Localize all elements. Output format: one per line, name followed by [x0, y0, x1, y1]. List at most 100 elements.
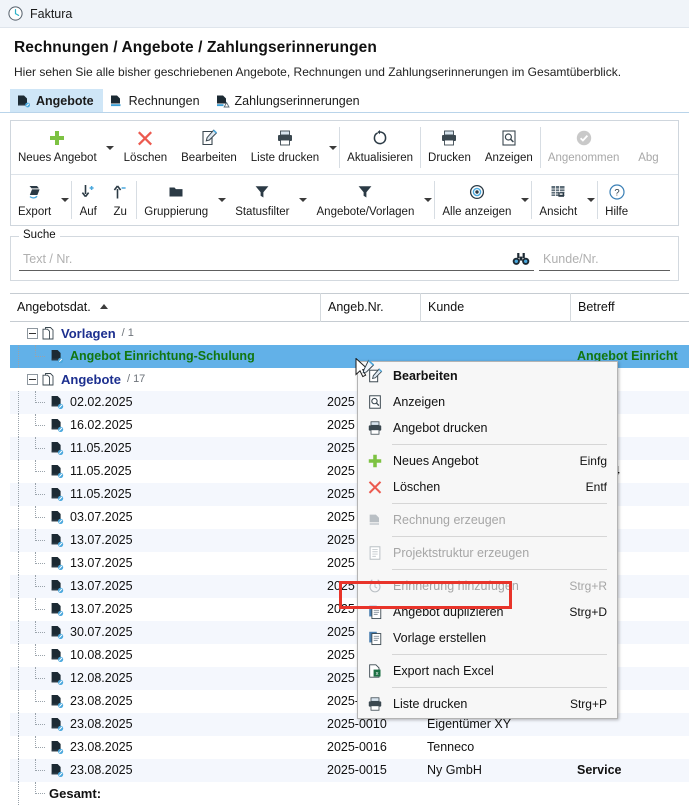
column-header-angebotsdatum[interactable]: Angebotsdat. — [10, 293, 320, 322]
export-button[interactable]: Export — [11, 175, 58, 225]
table-row[interactable]: 16.02.2025 2025 — [10, 414, 689, 437]
statusfilter-dropdown[interactable] — [297, 175, 310, 225]
tree-elbow — [27, 460, 49, 483]
abgelehnt-button[interactable]: Abg — [626, 121, 670, 174]
export-dropdown[interactable] — [58, 175, 71, 225]
column-label: Angeb.Nr. — [328, 300, 384, 314]
menu-separator — [392, 654, 607, 655]
tree-indent — [10, 598, 27, 621]
column-header-kunde[interactable]: Kunde — [420, 293, 570, 322]
table-row[interactable]: 23.08.2025 2025-0016 Tenneco — [10, 736, 689, 759]
table-row[interactable]: 13.07.2025 2025 — [10, 552, 689, 575]
expander-toggle[interactable] — [27, 374, 38, 385]
ansicht-dropdown[interactable] — [584, 175, 597, 225]
context-menu-item[interactable]: Angebot duplizieren Strg+D — [358, 599, 617, 625]
menu-item-shortcut: Entf — [585, 480, 607, 494]
neues-angebot-button[interactable]: Neues Angebot — [11, 121, 104, 174]
search-input[interactable] — [19, 248, 510, 270]
angebote-vorlagen-dropdown[interactable] — [421, 175, 434, 225]
angenommen-button[interactable]: Angenommen — [541, 121, 627, 174]
context-menu-item[interactable]: x Export nach Excel — [358, 658, 617, 684]
offer-doc-icon — [49, 441, 65, 456]
column-header-betreff[interactable]: Betreff — [570, 293, 689, 322]
column-header-angebotnr[interactable]: Angeb.Nr. — [320, 293, 420, 322]
row-cell-betreff: Service — [577, 763, 622, 777]
statusfilter-button[interactable]: Statusfilter — [228, 175, 296, 225]
column-label: Angebotsdat. — [17, 300, 91, 314]
bearbeiten-button[interactable]: Bearbeiten — [174, 121, 244, 174]
context-menu-item[interactable]: Neues Angebot Einfg — [358, 448, 617, 474]
group-count: / 17 — [126, 373, 146, 385]
tree-indent — [10, 575, 27, 598]
offer-doc-icon — [49, 395, 65, 410]
template-icon — [364, 629, 386, 647]
row-cell-nr: 2025 — [327, 648, 355, 662]
ansicht-button[interactable]: Ansicht — [532, 175, 584, 225]
liste-drucken-button[interactable]: Liste drucken — [244, 121, 326, 174]
anzeigen-button[interactable]: Anzeigen — [478, 121, 540, 174]
offer-doc-icon — [49, 671, 65, 686]
alle-anzeigen-dropdown[interactable] — [518, 175, 531, 225]
tab-rechnungen[interactable]: Rechnungen — [103, 89, 209, 112]
row-text: 23.08.2025 — [70, 763, 133, 777]
row-cell-date: 10.08.2025 — [10, 644, 320, 667]
row-text: 23.08.2025 — [70, 717, 133, 731]
expander-toggle[interactable] — [27, 328, 38, 339]
zu-button[interactable]: Zu — [104, 175, 136, 225]
row-text: 03.07.2025 — [70, 510, 133, 524]
menu-item-label: Vorlage erstellen — [393, 631, 487, 645]
binoculars-icon[interactable] — [510, 250, 532, 268]
offer-doc-icon — [49, 349, 65, 364]
loeschen-button[interactable]: Löschen — [117, 121, 174, 174]
drucken-button[interactable]: Drucken — [421, 121, 478, 174]
aktualisieren-button[interactable]: Aktualisieren — [340, 121, 420, 174]
row-cell-date: 13.07.2025 — [10, 598, 320, 621]
button-label: Liste drucken — [250, 152, 320, 164]
customer-search-input[interactable] — [539, 248, 689, 270]
context-menu-item[interactable]: Anzeigen — [358, 389, 617, 415]
table-row[interactable]: 10.08.2025 2025 — [10, 644, 689, 667]
row-text: 30.07.2025 — [70, 625, 133, 639]
menu-item-label: Neues Angebot — [393, 454, 479, 468]
angebote-vorlagen-button[interactable]: Angebote/Vorlagen — [310, 175, 422, 225]
context-menu-item[interactable]: Liste drucken Strg+P — [358, 691, 617, 717]
table-row[interactable]: 03.07.2025 2025 — [10, 506, 689, 529]
context-menu-item[interactable]: Angebot drucken — [358, 415, 617, 441]
context-menu-item[interactable]: Löschen Entf — [358, 474, 617, 500]
row-text: 23.08.2025 — [70, 694, 133, 708]
tab-zahlungserinnerungen[interactable]: Zahlungserinnerungen — [209, 89, 369, 112]
offer-doc-icon — [49, 556, 65, 571]
neues-angebot-dropdown[interactable] — [104, 121, 117, 174]
column-label: Betreff — [578, 300, 615, 314]
table-row[interactable]: 13.07.2025 2025 — [10, 598, 689, 621]
hilfe-button[interactable]: ? Hilfe — [598, 175, 635, 225]
search-text-box[interactable] — [19, 248, 534, 271]
tab-angebote[interactable]: Angebote — [10, 89, 103, 112]
tree-elbow — [27, 529, 49, 552]
search-customer-box[interactable] — [539, 248, 689, 271]
group-cell: Angebote / 17 — [10, 368, 320, 391]
table-view-icon — [549, 181, 567, 203]
menu-item-label: Erinnerung hinzufügen — [393, 579, 519, 593]
context-menu-item[interactable]: Vorlage erstellen — [358, 625, 617, 651]
gruppierung-dropdown[interactable] — [215, 175, 228, 225]
tree-indent — [10, 667, 27, 690]
liste-drucken-dropdown[interactable] — [326, 121, 339, 174]
button-label: Aktualisieren — [347, 152, 414, 164]
gruppierung-button[interactable]: Gruppierung — [137, 175, 215, 225]
row-cell-date: 23.08.2025 — [10, 690, 320, 713]
offer-doc-icon — [49, 717, 65, 732]
clock-icon — [8, 6, 23, 21]
group-row-vorlagen[interactable]: Vorlagen / 1 — [10, 322, 689, 345]
row-cell-nr: 2025 — [327, 441, 355, 455]
ribbon-separator — [539, 127, 541, 168]
printer-icon — [276, 127, 294, 149]
table-row[interactable]: 23.08.2025 2025-0015 Ny GmbH Service — [10, 759, 689, 782]
context-menu[interactable]: Bearbeiten Anzeigen Angebot drucken Neues A… — [357, 361, 618, 719]
offer-doc-icon — [49, 487, 65, 502]
search-fieldset: Suche — [10, 229, 689, 281]
window-title: Faktura — [30, 6, 73, 21]
auf-button[interactable]: Auf — [72, 175, 104, 225]
context-menu-item[interactable]: Bearbeiten — [358, 363, 617, 389]
alle-anzeigen-button[interactable]: Alle anzeigen — [435, 175, 518, 225]
